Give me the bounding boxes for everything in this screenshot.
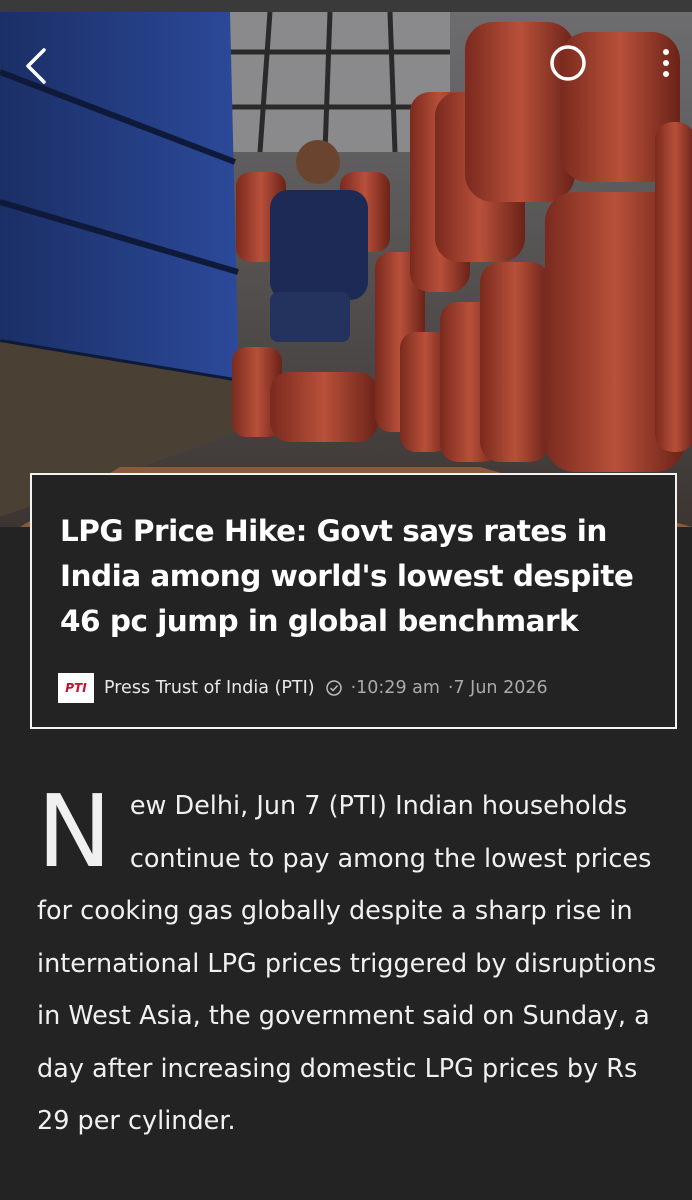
hero-image — [0, 12, 692, 527]
publish-date: ·7 Jun 2026 — [447, 678, 548, 698]
source-name[interactable]: Press Trust of India (PTI) — [104, 678, 315, 698]
status-bar — [0, 0, 692, 12]
verified-icon — [325, 680, 342, 696]
publish-time: ·10:29 am — [350, 678, 440, 698]
drop-cap: N — [37, 773, 112, 890]
source-line: PTI Press Trust of India (PTI) ·10:29 am… — [58, 671, 548, 705]
headline: LPG Price Hike: Govt says rates in India… — [60, 514, 634, 638]
article-text: ew Delhi, Jun 7 (PTI) Indian households … — [37, 791, 657, 1136]
source-logo: PTI — [58, 673, 94, 703]
headline-card: LPG Price Hike: Govt says rates in India… — [30, 473, 677, 729]
